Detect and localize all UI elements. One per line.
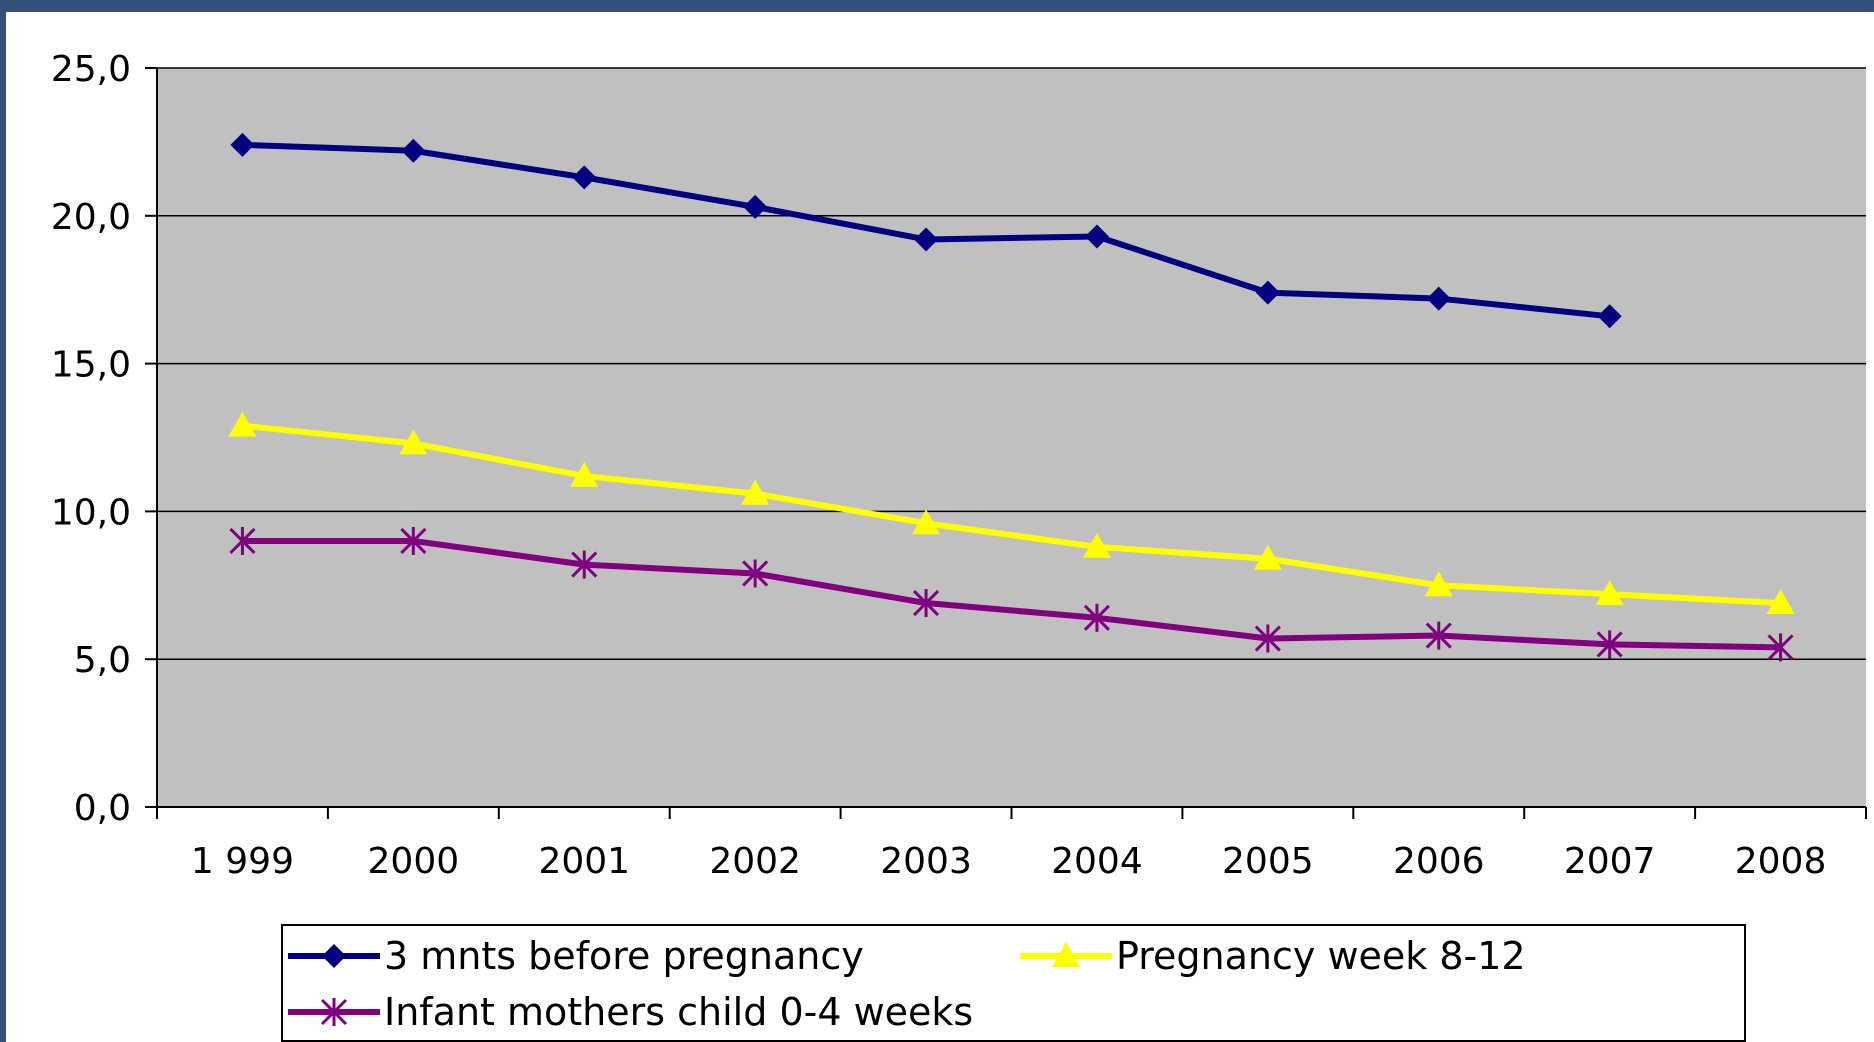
legend-label: 3 mnts before pregnancy [384, 934, 864, 978]
legend-label: Infant mothers child 0-4 weeks [384, 990, 973, 1034]
data-point [1597, 304, 1622, 329]
x-tick-label: 1 999 [191, 841, 294, 882]
data-point [1595, 580, 1624, 606]
data-point [1766, 589, 1795, 615]
data-point [1084, 224, 1109, 249]
data-point [742, 559, 769, 588]
legend-marker [1052, 942, 1080, 967]
data-point [1253, 544, 1282, 570]
y-tick-label: 25,0 [51, 49, 131, 90]
data-point [230, 132, 255, 157]
data-point [229, 526, 256, 555]
data-point [1596, 630, 1623, 659]
y-axis-ticks: 0,0 5,0 10,0 15,0 20,0 25,0 [51, 49, 157, 829]
legend-box [281, 924, 1746, 1042]
data-point [1767, 633, 1794, 662]
data-point [1082, 532, 1111, 558]
x-tick-label: 2004 [1051, 841, 1143, 882]
x-tick-label: 2000 [368, 841, 460, 882]
series-line [242, 422, 1781, 607]
y-tick-label: 10,0 [51, 492, 131, 533]
y-tick-label: 5,0 [74, 640, 131, 681]
data-point [1254, 624, 1281, 653]
data-point [912, 509, 941, 535]
data-point [571, 550, 598, 579]
data-point [1426, 286, 1451, 311]
x-tick-label: 2003 [880, 841, 972, 882]
data-point [914, 227, 939, 252]
y-tick-label: 0,0 [74, 788, 131, 829]
data-point [1083, 603, 1111, 632]
x-tick-label: 2001 [538, 841, 630, 882]
data-point [572, 165, 597, 190]
y-tick-label: 15,0 [51, 345, 131, 386]
x-tick-label: 2005 [1222, 841, 1314, 882]
legend: 3 mnts before pregnancy Pregnancy week 8-… [281, 924, 1746, 1042]
x-tick-label: 2006 [1393, 841, 1485, 882]
x-tick-label: 2008 [1735, 841, 1827, 882]
x-tick-label: 2007 [1564, 841, 1656, 882]
y-tick-label: 20,0 [51, 197, 131, 238]
data-point [399, 429, 428, 455]
data-point [1424, 571, 1453, 597]
x-axis-ticks: 1 999 2000 2001 2002 2003 2004 2005 2006 2007 200… [156, 807, 1867, 882]
x-tick-label: 2002 [709, 841, 801, 882]
data-point [228, 411, 257, 437]
data-point [570, 461, 599, 487]
series-group [228, 132, 1795, 662]
series-line [242, 537, 1781, 651]
data-point [401, 138, 426, 163]
gridlines [157, 67, 1866, 660]
data-point [1255, 280, 1280, 305]
data-point [1425, 621, 1452, 650]
legend-marker [322, 944, 346, 968]
plot-background [157, 68, 1866, 807]
legend-label: Pregnancy week 8-12 [1116, 934, 1526, 978]
data-point [400, 526, 427, 555]
data-point [743, 194, 768, 219]
legend-marker [320, 998, 348, 1026]
data-point [912, 589, 940, 618]
data-point [741, 479, 770, 505]
